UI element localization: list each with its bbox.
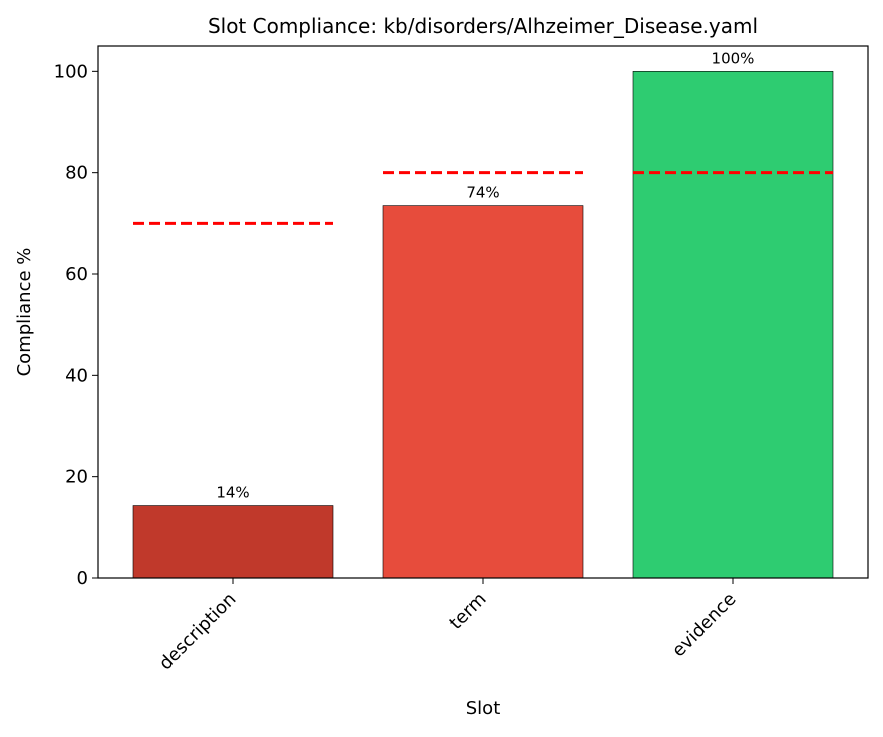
x-tick-label-evidence: evidence <box>668 589 741 662</box>
bar-description <box>132 505 334 579</box>
x-tick-label-term: term <box>445 589 490 634</box>
y-tick-label-20: 20 <box>65 467 88 488</box>
data-label-description: 14% <box>216 484 249 502</box>
y-tick-label-40: 40 <box>65 365 88 386</box>
y-tick-label-0: 0 <box>77 568 88 589</box>
y-axis-label: Compliance % <box>14 248 35 377</box>
chart-title: Slot Compliance: kb/disorders/Alhzeimer_… <box>208 14 758 38</box>
x-axis-label: Slot <box>466 698 501 719</box>
y-tick-label-100: 100 <box>54 61 88 82</box>
x-tick-label-description: description <box>155 589 241 675</box>
bar-evidence <box>632 71 834 579</box>
data-label-evidence: 100% <box>712 49 755 67</box>
plot-frame <box>97 45 869 579</box>
y-tick-label-60: 60 <box>65 264 88 285</box>
y-tick-label-80: 80 <box>65 163 88 184</box>
bar-term <box>382 205 584 579</box>
data-label-term: 74% <box>466 184 499 202</box>
